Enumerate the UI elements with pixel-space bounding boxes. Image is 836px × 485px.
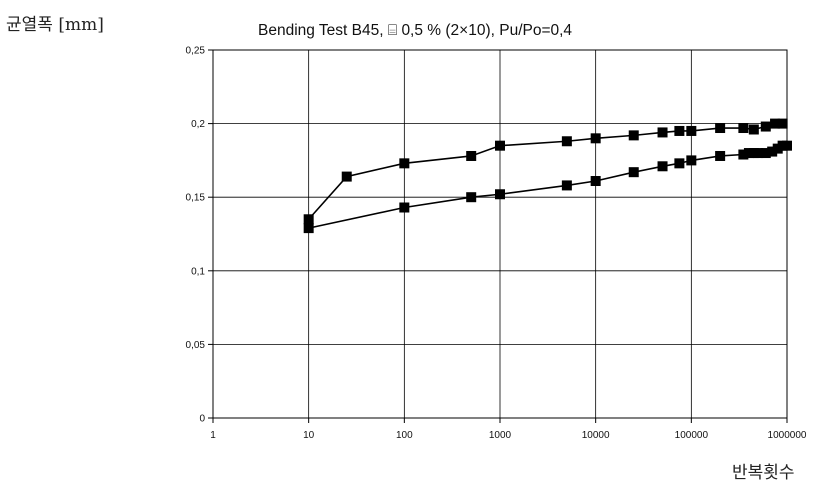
series-2-point (303, 223, 314, 234)
y-tick-label: 0,2 (191, 119, 205, 130)
x-tick-label: 1000 (489, 430, 512, 441)
series-1-point (674, 125, 685, 136)
series-2-point (767, 146, 778, 157)
series-2-point (466, 192, 477, 203)
x-tick-label: 10 (303, 430, 315, 441)
series-2-point (715, 150, 726, 161)
x-axis-label: 반복횟수 (732, 463, 795, 483)
series-1-point (657, 127, 668, 138)
series-1-point (341, 171, 352, 182)
series-1-point (303, 214, 314, 225)
series-1-point (686, 125, 697, 136)
series-1-point (466, 150, 477, 161)
x-tick-label: 100 (396, 430, 413, 441)
series-2-point (399, 202, 410, 213)
series-2-point (760, 148, 771, 159)
x-tick-label: 1000000 (768, 430, 807, 441)
series-1-point (777, 118, 788, 129)
y-axis-label: 균열폭 [mm] (6, 15, 104, 35)
series-2-point (674, 158, 685, 169)
series-2-point (782, 140, 792, 151)
series-2-point (628, 167, 639, 178)
series-2-point (657, 161, 668, 172)
series-2-point (495, 189, 505, 200)
series-2-point (686, 155, 697, 166)
series-1-point (760, 121, 771, 132)
series-1-line (308, 122, 783, 220)
y-tick-label: 0 (199, 414, 205, 425)
series-1-point (738, 123, 749, 134)
series-1-point (770, 118, 781, 129)
series-2-point (561, 180, 572, 191)
x-tick-label: 100000 (675, 430, 709, 441)
series-1-point (399, 158, 410, 169)
series-1-point (561, 136, 572, 147)
series-2-point (738, 149, 749, 160)
series-1-point (715, 123, 726, 134)
series-1-point (495, 140, 505, 151)
y-tick-label: 0,1 (191, 266, 205, 277)
y-tick-label: 0,25 (186, 46, 206, 57)
x-tick-label: 10000 (582, 430, 610, 441)
series-1-point (628, 130, 639, 141)
chart-title: Bending Test B45, ⌸ 0,5 % (2×10), Pu/Po=… (258, 22, 573, 39)
series-2-point (753, 148, 764, 159)
y-tick-label: 0,15 (186, 193, 206, 204)
y-tick-label: 0,05 (186, 340, 206, 351)
series-1-point (748, 124, 759, 135)
series-2-point (590, 176, 601, 187)
series-1-point (590, 133, 601, 144)
x-tick-label: 1 (210, 430, 216, 441)
